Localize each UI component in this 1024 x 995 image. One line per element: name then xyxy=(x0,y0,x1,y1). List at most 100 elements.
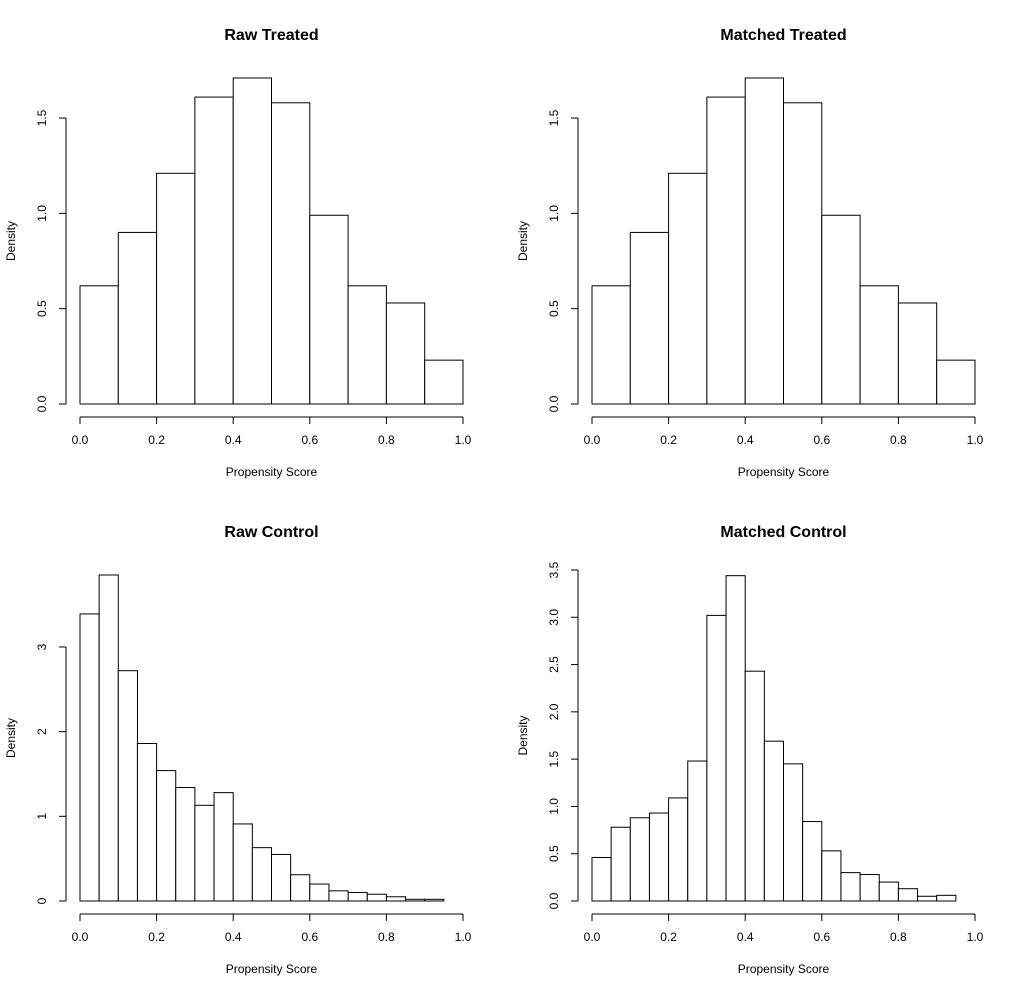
histogram-bar xyxy=(194,96,234,405)
y-axis-label: Density xyxy=(516,221,530,261)
histogram-bar xyxy=(648,812,670,902)
y-axis-label: Density xyxy=(4,221,18,261)
panel-raw-treated: Raw Treated 0.0 0.2 0.4 0.6 0.8 1.0 0.0 0.5 1.0 1.… xyxy=(4,27,472,479)
histogram-bar xyxy=(117,231,158,405)
histogram-bar xyxy=(366,893,387,902)
y-tick-label: 0.5 xyxy=(547,300,561,317)
histogram-bar xyxy=(309,214,349,405)
histogram-bar xyxy=(744,77,785,405)
histogram-bar xyxy=(936,894,957,902)
histogram-bar xyxy=(821,850,842,902)
histogram-bar xyxy=(213,792,234,902)
y-tick-label: 2.0 xyxy=(547,703,561,720)
y-tick-label: 1.0 xyxy=(547,798,561,815)
histogram-bar xyxy=(763,740,784,902)
histogram-bar xyxy=(271,102,311,405)
histogram-bar xyxy=(610,826,631,902)
histogram-bar xyxy=(328,890,349,902)
histogram-bar xyxy=(591,856,612,902)
histogram-bar xyxy=(175,787,196,902)
histogram-bar xyxy=(878,881,899,902)
y-tick-label: 2.5 xyxy=(547,656,561,673)
x-tick-label: 0.2 xyxy=(660,930,677,944)
chart-title: Raw Treated xyxy=(224,27,318,44)
x-axis-label: Propensity Score xyxy=(226,465,318,479)
x-tick-label: 0.8 xyxy=(378,433,395,447)
histogram-bar xyxy=(232,77,272,405)
histogram-bar xyxy=(232,823,253,902)
panel-raw-control: Raw Control 0.0 0.2 0.4 0.6 0.8 1.0 0 1 2 3 Propens… xyxy=(4,524,472,976)
histogram-bar xyxy=(79,613,100,902)
histogram-bar xyxy=(309,883,330,902)
histogram-bar xyxy=(629,231,670,405)
histogram-bar xyxy=(424,359,464,405)
histogram-bar xyxy=(79,285,119,405)
y-tick-label: 1 xyxy=(35,813,49,820)
histogram-bar xyxy=(783,763,804,902)
y-tick-label: 1.5 xyxy=(547,750,561,767)
histogram-bar xyxy=(802,821,823,902)
histogram-bar xyxy=(98,574,119,902)
x-tick-label: 0.8 xyxy=(378,930,395,944)
x-tick-label: 0.8 xyxy=(890,930,907,944)
histogram-bar xyxy=(859,285,899,405)
y-tick-label: 0.5 xyxy=(35,300,49,317)
histogram-bar xyxy=(725,575,746,902)
x-axis-label: Propensity Score xyxy=(738,465,830,479)
histogram-bar xyxy=(897,302,938,405)
x-tick-label: 0.8 xyxy=(890,433,907,447)
y-tick-label: 3.5 xyxy=(547,561,561,578)
histogram-bar xyxy=(859,874,880,902)
y-axis-label: Density xyxy=(516,715,530,755)
x-tick-label: 1.0 xyxy=(455,930,472,944)
y-tick-label: 0.5 xyxy=(547,845,561,862)
histogram-bar xyxy=(385,896,407,902)
histogram-bar xyxy=(424,898,445,902)
y-tick-label: 1.0 xyxy=(35,205,49,222)
histogram-bar xyxy=(347,285,387,405)
x-tick-label: 1.0 xyxy=(455,433,472,447)
y-tick-label: 3.0 xyxy=(547,609,561,626)
histogram-bar xyxy=(897,888,919,902)
histogram-bar xyxy=(136,743,158,902)
x-axis-label: Propensity Score xyxy=(226,962,318,976)
histogram-bar xyxy=(271,853,292,902)
x-tick-label: 0.4 xyxy=(225,433,242,447)
y-tick-label: 0 xyxy=(35,897,49,904)
histogram-bar xyxy=(840,872,861,902)
x-tick-label: 0.6 xyxy=(301,930,318,944)
histogram-bar xyxy=(917,895,938,902)
x-tick-label: 0.0 xyxy=(72,930,89,944)
x-tick-label: 0.4 xyxy=(737,433,754,447)
x-tick-label: 0.4 xyxy=(225,930,242,944)
y-tick-label: 2 xyxy=(35,728,49,735)
y-tick-label: 1.0 xyxy=(547,205,561,222)
histogram-bar xyxy=(629,817,650,902)
histogram-bar xyxy=(405,898,426,902)
histogram-bar xyxy=(251,847,273,902)
x-tick-label: 1.0 xyxy=(967,930,984,944)
panel-matched-treated: Matched Treated 0.0 0.2 0.4 0.6 0.8 1.0 0.0 0.5 1… xyxy=(516,27,984,479)
chart-title: Raw Control xyxy=(224,524,318,541)
x-tick-label: 0.0 xyxy=(584,930,601,944)
histogram-bar xyxy=(706,96,746,405)
panel-matched-control: Matched Control 0.0 0.2 0.4 0.6 0.8 1.0 0.0 0.5 1… xyxy=(516,524,984,976)
histogram-bar xyxy=(706,614,727,902)
y-tick-label: 0.0 xyxy=(35,395,49,412)
y-tick-label: 0.0 xyxy=(547,395,561,412)
y-tick-label: 3 xyxy=(35,643,49,650)
y-tick-label: 1.5 xyxy=(35,109,49,126)
x-tick-label: 0.2 xyxy=(660,433,677,447)
chart-title: Matched Control xyxy=(720,524,846,541)
y-tick-label: 1.5 xyxy=(547,109,561,126)
x-tick-label: 0.2 xyxy=(148,433,165,447)
y-tick-label: 0.0 xyxy=(547,892,561,909)
histogram-bar xyxy=(117,670,138,902)
histogram-bar xyxy=(156,770,177,902)
x-tick-label: 0.6 xyxy=(813,930,830,944)
histogram-bar xyxy=(591,285,631,405)
histogram-bar xyxy=(821,214,861,405)
y-axis-label: Density xyxy=(4,718,18,758)
histogram-bar xyxy=(347,892,368,902)
